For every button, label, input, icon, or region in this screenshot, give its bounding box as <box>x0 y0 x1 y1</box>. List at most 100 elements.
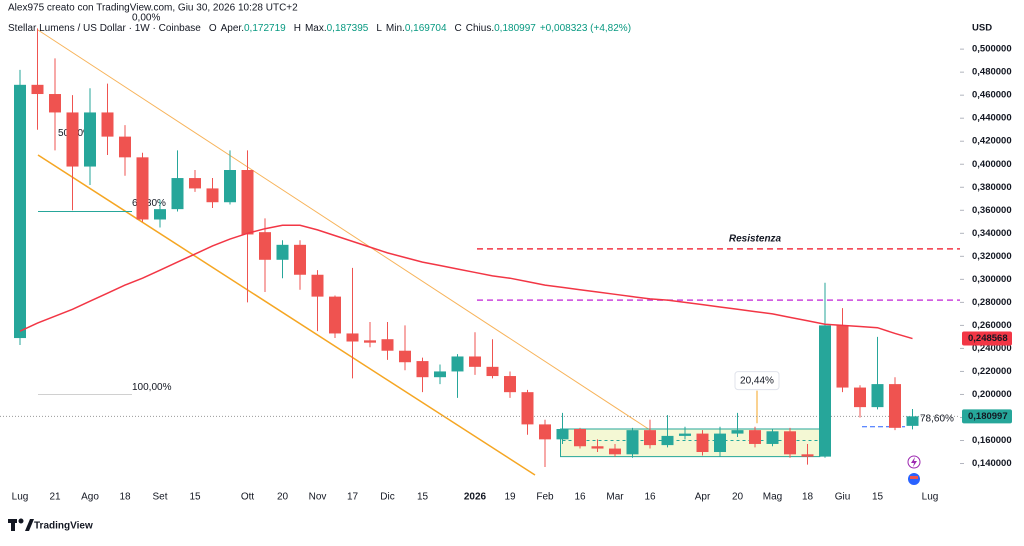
x-tick-label: Giu <box>835 492 851 503</box>
x-tick-label: 18 <box>119 492 131 503</box>
candle-body <box>644 430 656 446</box>
candle-body <box>224 170 236 203</box>
x-tick-label: 16 <box>574 492 586 503</box>
candle-body <box>714 433 726 453</box>
x-tick-label: 21 <box>49 492 61 503</box>
candle-body <box>416 361 429 378</box>
candle-body <box>609 448 621 455</box>
candle-body <box>486 366 499 377</box>
candle-body <box>836 325 849 388</box>
candle-body <box>854 387 866 408</box>
candle-body <box>626 430 639 455</box>
candle-body <box>749 430 761 444</box>
y-tick-label: 0,140000 <box>972 458 1012 469</box>
y-tick-label: 0,360000 <box>972 205 1012 216</box>
candle-body <box>31 84 44 95</box>
candle-body <box>766 431 779 444</box>
y-tick-label: 0,240000 <box>972 343 1012 354</box>
credit: Alex975 creato con TradingView.com, Giu … <box>8 3 298 14</box>
x-tick-label: Lug <box>922 492 939 503</box>
last-price-label: 0,180997 <box>968 411 1008 422</box>
candle-body <box>206 188 219 203</box>
candle-body <box>574 428 586 447</box>
field-value: 0,180997 <box>494 23 536 34</box>
x-tick-label: 20 <box>732 492 744 503</box>
candle-body <box>469 356 481 367</box>
candle-body <box>276 244 289 260</box>
x-tick-label: Nov <box>309 492 327 503</box>
fib-label: 0,00% <box>132 13 160 24</box>
candle-body <box>329 296 341 334</box>
field-key: C <box>455 23 462 34</box>
y-tick-label: 0,320000 <box>972 251 1012 262</box>
brand: TradingView <box>34 521 93 532</box>
x-tick-label: 15 <box>417 492 429 503</box>
currency: USD <box>972 23 992 34</box>
channel-upper <box>37 29 651 431</box>
measure-box <box>734 371 780 391</box>
change: +0,008323 (+4,82%) <box>540 23 631 34</box>
symbol-legend: Stellar Lumens / US Dollar · 1W · Coinba… <box>8 23 631 34</box>
candle-body <box>241 170 254 235</box>
candle-body <box>784 431 796 455</box>
field-value: 0,187395 <box>327 23 369 34</box>
candle-body <box>119 136 131 158</box>
last-price-box <box>962 409 1012 424</box>
candle-body <box>679 433 691 436</box>
channel-lower <box>37 154 536 476</box>
candle-body <box>294 244 306 275</box>
ma-price-label: 0,248568 <box>968 333 1008 344</box>
candle-body <box>731 430 744 434</box>
candle-body <box>696 433 709 453</box>
candle-body <box>591 446 604 449</box>
x-tick-label: 18 <box>802 492 814 503</box>
level-label: Resistenza <box>729 233 782 244</box>
field-name: Max. <box>305 23 327 34</box>
y-tick-label: 0,480000 <box>972 67 1012 78</box>
candle-body <box>259 232 271 260</box>
range-box <box>560 428 821 458</box>
candle-body <box>311 274 324 297</box>
target-label: 78,60% <box>920 413 954 424</box>
y-tick-label: 0,260000 <box>972 320 1012 331</box>
x-tick-label: 20 <box>277 492 289 503</box>
field-name: Min. <box>386 23 405 34</box>
field-name: Aper. <box>221 23 244 34</box>
x-tick-label: 2026 <box>464 492 487 503</box>
x-tick-label: Ott <box>241 492 255 503</box>
candle-body <box>504 376 516 393</box>
candle-body <box>906 416 919 426</box>
event-icons <box>907 455 921 485</box>
x-tick-label: 16 <box>644 492 656 503</box>
field-key: O <box>209 23 217 34</box>
x-tick-label: Mag <box>763 492 782 503</box>
candle-body <box>539 424 551 440</box>
field-key: H <box>294 23 301 34</box>
x-tick-label: Set <box>152 492 167 503</box>
candle-body <box>399 350 411 363</box>
candle-body <box>889 384 901 428</box>
x-tick-label: Mar <box>606 492 624 503</box>
fib-label: 100,00% <box>132 382 172 393</box>
y-tick-label: 0,380000 <box>972 182 1012 193</box>
field-name: Chius. <box>466 23 494 34</box>
y-tick-label: 0,440000 <box>972 113 1012 124</box>
candle-body <box>381 339 394 351</box>
candle-body <box>434 371 446 378</box>
x-tick-label: Apr <box>695 492 711 503</box>
field-key: L <box>376 23 382 34</box>
x-tick-label: Lug <box>12 492 29 503</box>
candle-body <box>101 112 114 137</box>
y-tick-label: 0,400000 <box>972 159 1012 170</box>
y-tick-label: 0,420000 <box>972 136 1012 147</box>
y-tick-label: 0,300000 <box>972 274 1012 285</box>
candle-body <box>14 84 26 339</box>
x-tick-label: 15 <box>189 492 201 503</box>
symbol: Stellar Lumens / US Dollar · 1W · Coinba… <box>8 23 201 34</box>
candle-body <box>136 157 149 220</box>
x-tick-label: Dic <box>380 492 394 503</box>
y-tick-label: 0,200000 <box>972 389 1012 400</box>
x-tick-label: 17 <box>347 492 359 503</box>
candle-body <box>346 333 359 342</box>
